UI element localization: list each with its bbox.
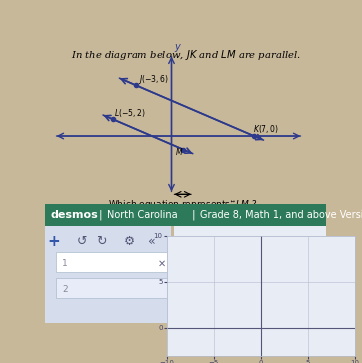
Text: «: « xyxy=(148,234,156,248)
Text: $K(7,0)$: $K(7,0)$ xyxy=(253,123,278,135)
Text: |: | xyxy=(98,210,102,220)
Text: ✕: ✕ xyxy=(158,259,166,269)
FancyBboxPatch shape xyxy=(45,226,172,323)
Text: y: y xyxy=(174,42,180,52)
Text: $J(-3,6)$: $J(-3,6)$ xyxy=(138,73,168,86)
Text: Which equation represents $\overleftrightarrow{LM}$ ?: Which equation represents $\overleftrigh… xyxy=(108,198,257,211)
FancyBboxPatch shape xyxy=(174,226,326,323)
FancyBboxPatch shape xyxy=(56,278,172,298)
Text: 1: 1 xyxy=(62,259,68,268)
Text: $L(-5,2)$: $L(-5,2)$ xyxy=(114,107,146,119)
Text: ↺: ↺ xyxy=(76,234,87,248)
FancyBboxPatch shape xyxy=(56,252,172,272)
Text: +: + xyxy=(47,234,60,249)
Text: |: | xyxy=(191,210,195,220)
Text: In the diagram below, $JK$ and $LM$ are parallel.: In the diagram below, $JK$ and $LM$ are … xyxy=(71,48,300,62)
Text: desmos: desmos xyxy=(51,210,98,220)
Text: 2: 2 xyxy=(62,285,68,294)
Text: ⚙: ⚙ xyxy=(124,234,135,248)
Text: $M$: $M$ xyxy=(175,146,183,156)
FancyBboxPatch shape xyxy=(45,204,326,226)
Text: ↻: ↻ xyxy=(96,234,107,248)
Text: North Carolina: North Carolina xyxy=(107,210,178,220)
Text: Grade 8, Math 1, and above Version: Grade 8, Math 1, and above Version xyxy=(199,210,362,220)
